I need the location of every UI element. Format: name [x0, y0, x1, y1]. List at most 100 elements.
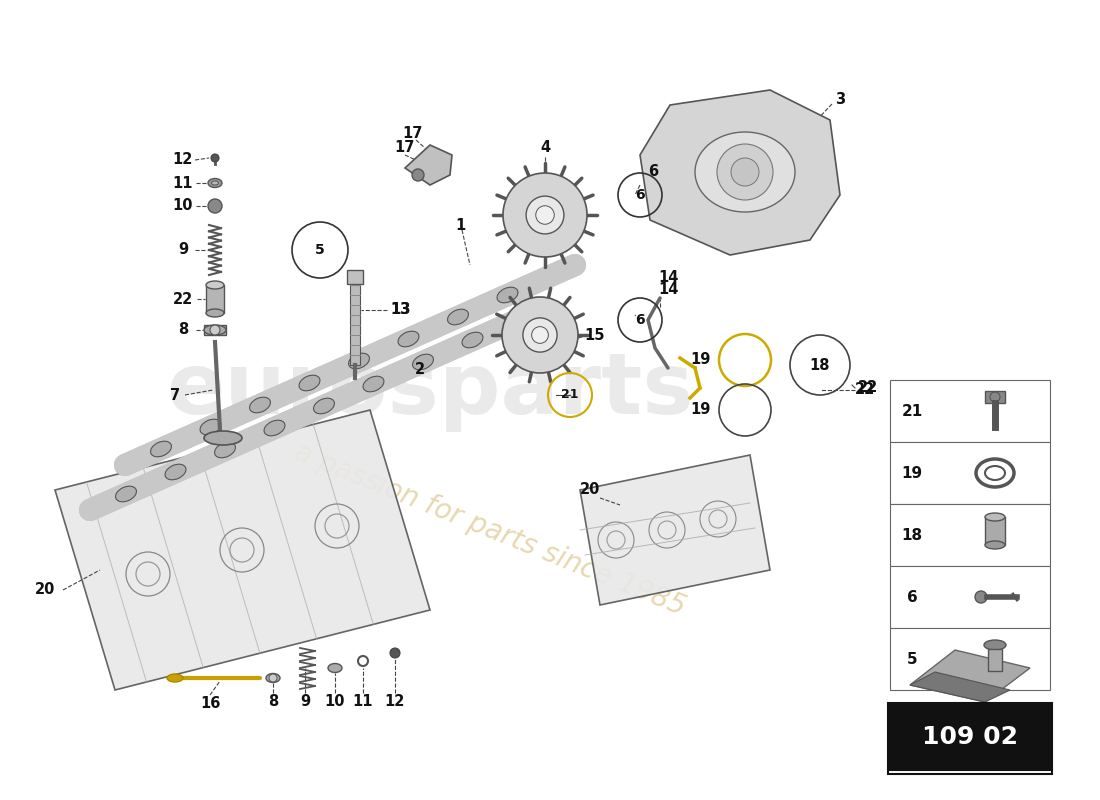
- Text: 10: 10: [173, 198, 194, 214]
- Ellipse shape: [204, 325, 226, 335]
- Text: 13: 13: [389, 302, 410, 318]
- Ellipse shape: [349, 353, 370, 369]
- Circle shape: [536, 206, 554, 224]
- Ellipse shape: [398, 331, 419, 347]
- Circle shape: [412, 169, 424, 181]
- Bar: [890, 705, 1050, 770]
- Ellipse shape: [299, 375, 320, 391]
- Bar: [204, 325, 226, 335]
- Text: 11: 11: [173, 175, 194, 190]
- Text: 109 02: 109 02: [922, 725, 1018, 749]
- Text: 1: 1: [455, 218, 465, 233]
- Ellipse shape: [151, 441, 172, 457]
- Bar: [346, 270, 363, 284]
- Ellipse shape: [462, 332, 483, 348]
- Text: 4: 4: [540, 141, 550, 155]
- Circle shape: [732, 158, 759, 186]
- Bar: [890, 628, 1050, 690]
- Ellipse shape: [266, 674, 280, 682]
- Ellipse shape: [448, 309, 469, 325]
- Bar: [890, 442, 1050, 504]
- Text: 6: 6: [635, 313, 645, 327]
- Ellipse shape: [984, 541, 1005, 549]
- Text: 21: 21: [901, 403, 923, 418]
- Text: 14: 14: [658, 282, 679, 298]
- Text: 22: 22: [858, 381, 878, 395]
- Bar: [206, 285, 224, 313]
- Polygon shape: [640, 90, 840, 255]
- Circle shape: [522, 318, 557, 352]
- Ellipse shape: [214, 442, 235, 458]
- Polygon shape: [910, 650, 1030, 702]
- Ellipse shape: [206, 309, 224, 317]
- Ellipse shape: [165, 464, 186, 480]
- Bar: [350, 285, 360, 365]
- Text: 17: 17: [403, 126, 424, 141]
- Text: 6: 6: [635, 188, 645, 202]
- Ellipse shape: [204, 431, 242, 445]
- Text: 8: 8: [178, 322, 188, 338]
- Text: 5: 5: [906, 651, 917, 666]
- Bar: [984, 391, 1005, 403]
- Ellipse shape: [167, 674, 183, 682]
- Ellipse shape: [211, 181, 219, 185]
- Text: eurosparts: eurosparts: [166, 349, 694, 431]
- Text: a passion for parts since 1985: a passion for parts since 1985: [290, 438, 690, 622]
- Text: 12: 12: [385, 694, 405, 709]
- Polygon shape: [55, 410, 430, 690]
- Ellipse shape: [200, 419, 221, 435]
- Circle shape: [975, 591, 987, 603]
- Text: 18: 18: [810, 358, 830, 373]
- Text: 9: 9: [300, 694, 310, 709]
- Text: 11: 11: [353, 694, 373, 709]
- Text: 10: 10: [324, 694, 345, 709]
- Polygon shape: [580, 455, 770, 605]
- Bar: [988, 649, 1002, 671]
- Text: 13: 13: [389, 302, 410, 318]
- Text: 21: 21: [561, 389, 579, 402]
- Ellipse shape: [250, 397, 271, 413]
- Ellipse shape: [264, 420, 285, 436]
- Ellipse shape: [984, 513, 1005, 521]
- Text: 22: 22: [855, 382, 876, 398]
- Text: 20: 20: [580, 482, 601, 498]
- Ellipse shape: [314, 398, 334, 414]
- Bar: [890, 566, 1050, 628]
- Text: 19: 19: [901, 466, 923, 481]
- Bar: [890, 380, 1050, 442]
- Text: 12: 12: [173, 153, 194, 167]
- Circle shape: [526, 196, 564, 234]
- Text: 16: 16: [200, 695, 220, 710]
- Circle shape: [717, 144, 773, 200]
- Bar: [984, 517, 1005, 545]
- Circle shape: [208, 199, 222, 213]
- Text: 22: 22: [173, 291, 194, 306]
- Text: 6: 6: [906, 590, 917, 605]
- Ellipse shape: [984, 640, 1006, 650]
- Ellipse shape: [363, 376, 384, 392]
- Circle shape: [502, 297, 578, 373]
- Text: 9: 9: [178, 242, 188, 258]
- Polygon shape: [405, 145, 452, 185]
- Circle shape: [210, 325, 220, 335]
- Text: 14: 14: [658, 270, 679, 286]
- Ellipse shape: [206, 281, 224, 289]
- Text: 6: 6: [648, 165, 658, 179]
- Text: 19: 19: [690, 353, 711, 367]
- Polygon shape: [910, 672, 1010, 702]
- Circle shape: [503, 173, 587, 257]
- Circle shape: [270, 674, 277, 682]
- Text: 18: 18: [901, 527, 923, 542]
- Text: 20: 20: [35, 582, 55, 598]
- Ellipse shape: [695, 132, 795, 212]
- Circle shape: [390, 648, 400, 658]
- Ellipse shape: [412, 354, 433, 370]
- Text: 3: 3: [835, 93, 845, 107]
- Bar: [888, 703, 1052, 774]
- Ellipse shape: [116, 486, 136, 502]
- Text: 5: 5: [315, 243, 324, 257]
- Circle shape: [211, 154, 219, 162]
- Ellipse shape: [497, 287, 518, 303]
- Circle shape: [531, 326, 549, 343]
- Text: 8: 8: [268, 694, 278, 709]
